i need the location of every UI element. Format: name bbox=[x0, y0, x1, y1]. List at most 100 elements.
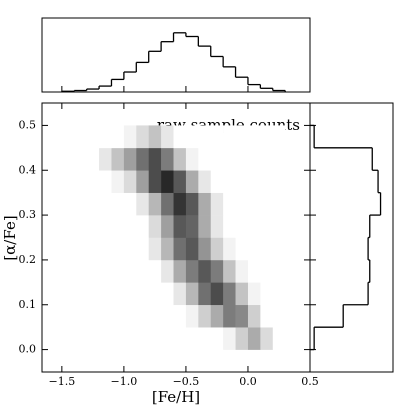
heat-cell bbox=[111, 192, 125, 216]
heat-cell bbox=[136, 215, 150, 238]
heat-cell bbox=[86, 215, 100, 238]
heat-cell bbox=[86, 259, 100, 283]
x-tick-label: −0.5 bbox=[173, 375, 200, 388]
heat-cell bbox=[260, 170, 274, 193]
heat-cell bbox=[173, 304, 187, 328]
heat-cell bbox=[136, 327, 150, 350]
heat-cell bbox=[272, 304, 286, 328]
y-axis-label: [α/Fe] bbox=[1, 215, 19, 260]
heat-cell bbox=[99, 215, 112, 238]
heat-cell bbox=[235, 327, 249, 350]
heat-cell bbox=[123, 237, 137, 261]
heat-cell bbox=[136, 192, 150, 216]
heat-cell bbox=[260, 304, 274, 328]
heat-cell bbox=[136, 125, 150, 149]
heat-cell bbox=[99, 304, 112, 328]
heat-cell bbox=[223, 147, 236, 171]
heat-cell bbox=[173, 215, 187, 238]
heat-cell bbox=[210, 259, 224, 283]
heat-cell bbox=[61, 170, 75, 193]
y-tick-label: 0.0 bbox=[19, 343, 37, 356]
heat-cell bbox=[272, 237, 286, 261]
heat-cell bbox=[123, 282, 137, 306]
heat-cell bbox=[223, 125, 236, 149]
heat-cell bbox=[247, 327, 261, 350]
heat-cell bbox=[272, 170, 286, 193]
heat-cell bbox=[123, 304, 137, 328]
heat-cell bbox=[161, 125, 174, 149]
heat-cell bbox=[86, 237, 100, 261]
heat-cell bbox=[111, 237, 125, 261]
heat-cell bbox=[235, 170, 249, 193]
heat-cell bbox=[185, 215, 199, 238]
heat-cell bbox=[173, 192, 187, 216]
heat-cell bbox=[185, 327, 199, 350]
heat-cell bbox=[210, 170, 224, 193]
heat-cell bbox=[210, 192, 224, 216]
heat-cell bbox=[235, 215, 249, 238]
heat-cell bbox=[247, 170, 261, 193]
heat-cell bbox=[148, 170, 162, 193]
heat-cell bbox=[86, 170, 100, 193]
heat-cell bbox=[185, 237, 199, 261]
heat-cell bbox=[198, 327, 212, 350]
heat-cell bbox=[161, 327, 174, 350]
heat-cell bbox=[247, 304, 261, 328]
heat-cell bbox=[173, 170, 187, 193]
heat-cell bbox=[136, 237, 150, 261]
heat-cell bbox=[272, 259, 286, 283]
heat-cell bbox=[161, 304, 174, 328]
heat-cell bbox=[74, 304, 87, 328]
x-axis-label: [Fe/H] bbox=[152, 388, 200, 406]
heat-cell bbox=[123, 125, 137, 149]
heat-cell bbox=[99, 147, 112, 171]
heat-cell bbox=[210, 304, 224, 328]
heat-cell bbox=[260, 282, 274, 306]
heat-cell bbox=[148, 304, 162, 328]
heat-cell bbox=[74, 237, 87, 261]
heat-cell bbox=[198, 125, 212, 149]
heat-cell bbox=[111, 147, 125, 171]
heat-cell bbox=[61, 215, 75, 238]
heat-cell bbox=[235, 282, 249, 306]
heat-cell bbox=[86, 125, 100, 149]
heat-cell bbox=[223, 192, 236, 216]
heat-cell bbox=[61, 192, 75, 216]
heat-cell bbox=[111, 125, 125, 149]
heat-cell bbox=[260, 259, 274, 283]
heat-cell bbox=[223, 327, 236, 350]
heat-cell bbox=[235, 237, 249, 261]
heat-cell bbox=[223, 282, 236, 306]
heat-cell bbox=[247, 192, 261, 216]
heat-cell bbox=[99, 327, 112, 350]
x-tick-label: 0.0 bbox=[239, 375, 257, 388]
heat-cell bbox=[223, 215, 236, 238]
heat-cell bbox=[61, 259, 75, 283]
heat-cell bbox=[99, 192, 112, 216]
heat-cell bbox=[99, 170, 112, 193]
heat-cell bbox=[61, 147, 75, 171]
heat-cell bbox=[198, 215, 212, 238]
heat-cell bbox=[260, 327, 274, 350]
heat-cell bbox=[198, 147, 212, 171]
heat-cell bbox=[86, 304, 100, 328]
axes-frame bbox=[309, 102, 394, 373]
heat-cell bbox=[173, 259, 187, 283]
heat-cell bbox=[86, 282, 100, 306]
heat-cell bbox=[185, 170, 199, 193]
heat-cell bbox=[247, 215, 261, 238]
heat-cell bbox=[123, 327, 137, 350]
heat-cell bbox=[99, 237, 112, 261]
heat-cell bbox=[173, 327, 187, 350]
heat-cell bbox=[247, 237, 261, 261]
heat-cell bbox=[272, 327, 286, 350]
axes-frame bbox=[41, 17, 311, 93]
heat-cell bbox=[74, 215, 87, 238]
heat-cell bbox=[185, 282, 199, 306]
heat-cell bbox=[198, 237, 212, 261]
heat-cell bbox=[210, 282, 224, 306]
heat-cell bbox=[161, 282, 174, 306]
heat-cell bbox=[185, 259, 199, 283]
heat-cell bbox=[74, 147, 87, 171]
heat-cell bbox=[235, 259, 249, 283]
